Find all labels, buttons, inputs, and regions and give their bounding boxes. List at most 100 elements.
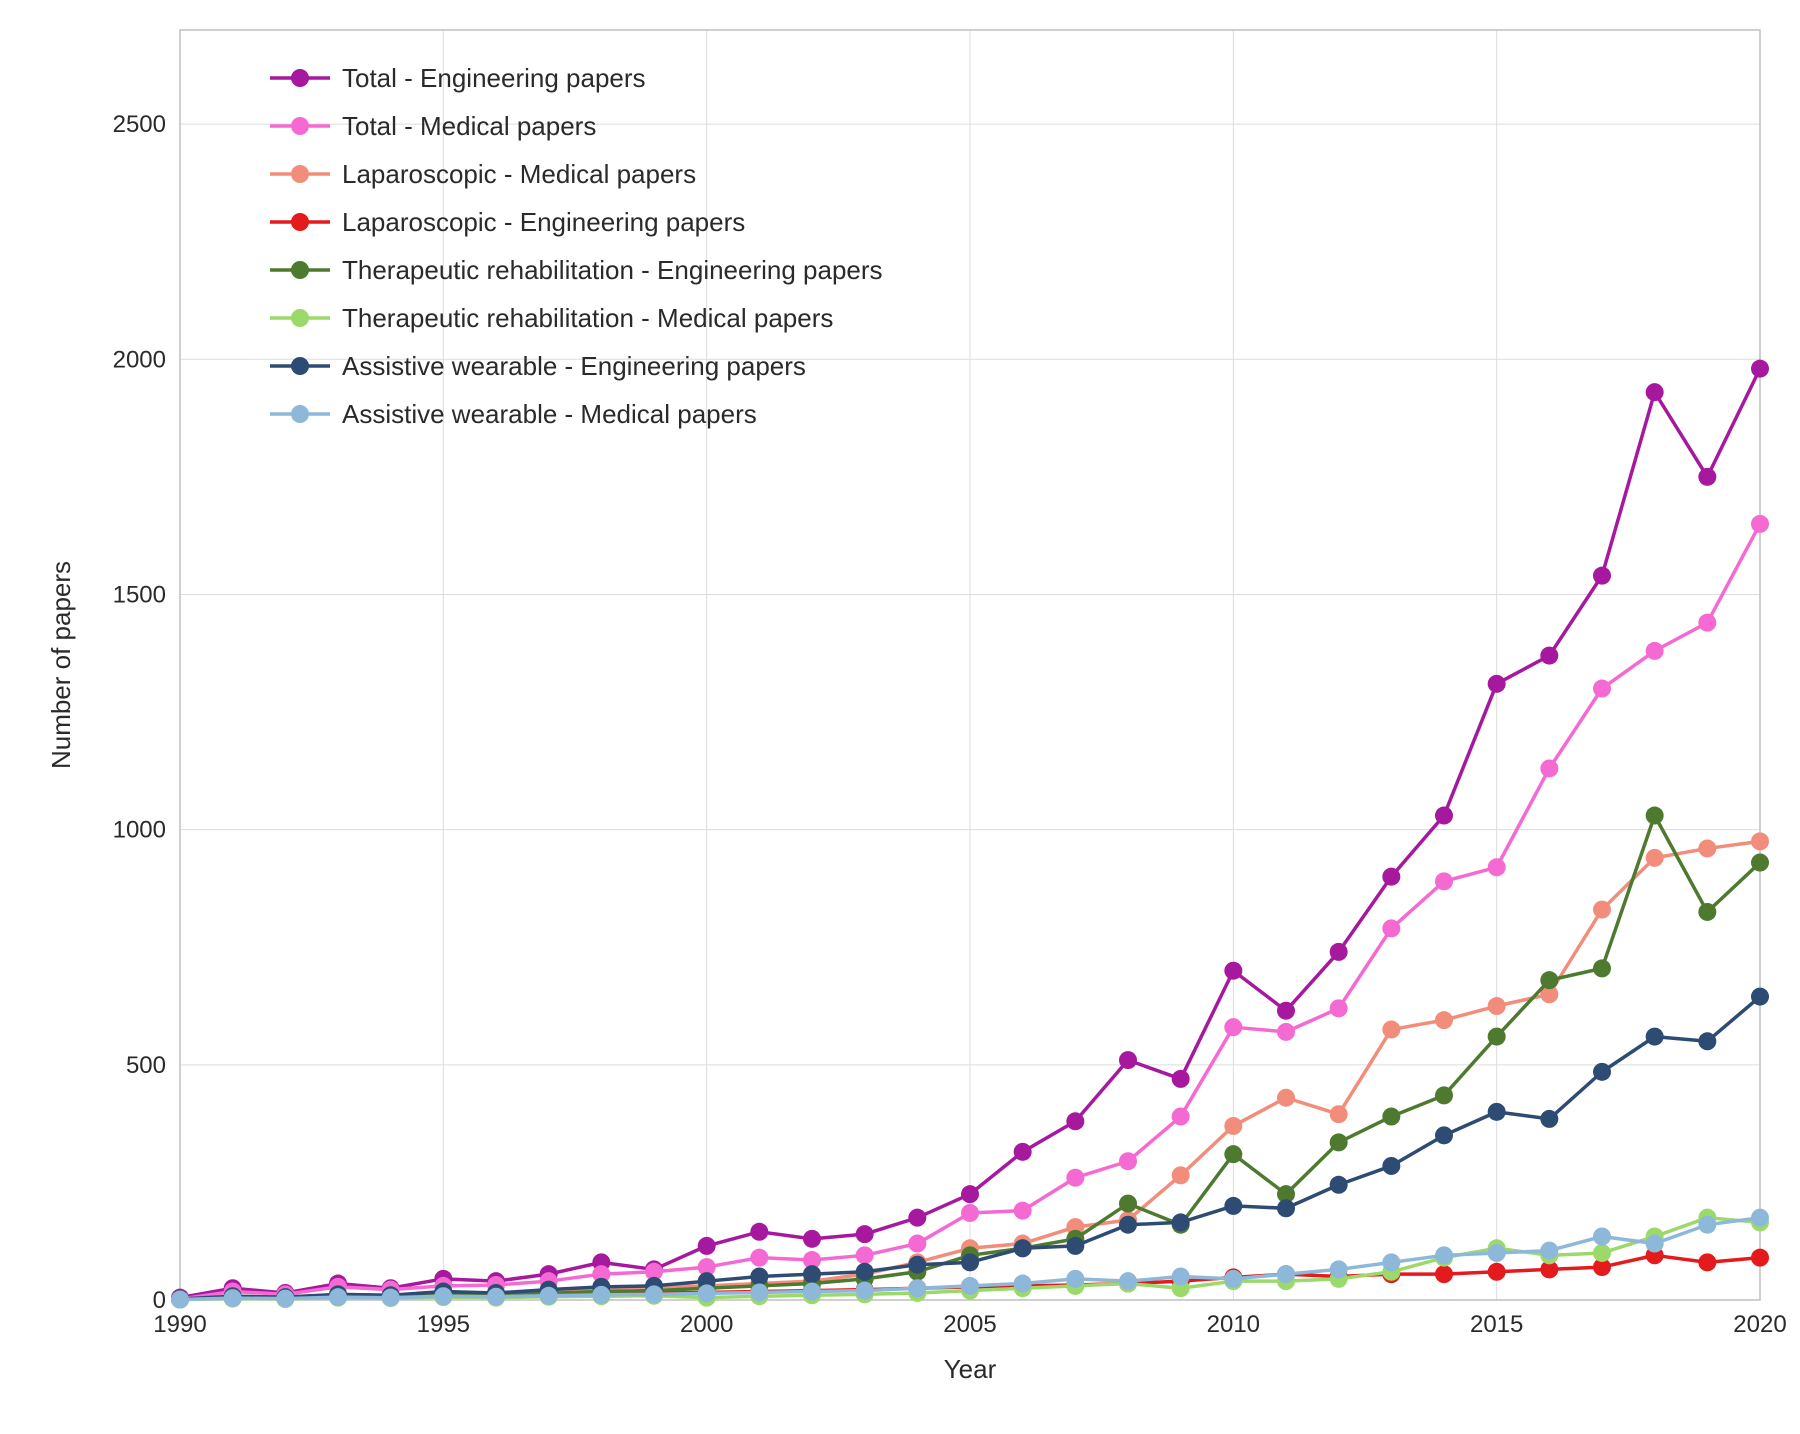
series-marker: [1540, 647, 1558, 665]
series-marker: [1593, 680, 1611, 698]
x-tick-label: 1995: [417, 1311, 470, 1338]
series-marker: [382, 1289, 400, 1307]
legend-label: Assistive wearable - Engineering papers: [342, 351, 806, 381]
series-marker: [856, 1263, 874, 1281]
series-marker: [1488, 1103, 1506, 1121]
series-marker: [803, 1230, 821, 1248]
series-marker: [1224, 1018, 1242, 1036]
series-marker: [1435, 807, 1453, 825]
series-marker: [1751, 515, 1769, 533]
legend-label: Total - Engineering papers: [342, 63, 646, 93]
series-marker: [487, 1288, 505, 1306]
x-tick-label: 2005: [943, 1311, 996, 1338]
series-marker: [1751, 854, 1769, 872]
series-marker: [1277, 1002, 1295, 1020]
series-marker: [961, 1277, 979, 1295]
series-marker: [1277, 1023, 1295, 1041]
series-marker: [750, 1267, 768, 1285]
series-marker: [803, 1265, 821, 1283]
series-marker: [908, 1256, 926, 1274]
legend-marker: [291, 213, 309, 231]
line-chart: 1990199520002005201020152020Year05001000…: [0, 0, 1800, 1434]
series-marker: [1330, 943, 1348, 961]
series-marker: [1698, 839, 1716, 857]
series-marker: [750, 1249, 768, 1267]
series-marker: [1066, 1169, 1084, 1187]
legend-marker: [291, 261, 309, 279]
series-marker: [1751, 360, 1769, 378]
series-marker: [856, 1282, 874, 1300]
series-marker: [1593, 1228, 1611, 1246]
series-marker: [1488, 997, 1506, 1015]
legend-marker: [291, 309, 309, 327]
series-marker: [1751, 988, 1769, 1006]
series-marker: [1330, 1176, 1348, 1194]
x-tick-label: 2020: [1733, 1311, 1786, 1338]
series-marker: [1172, 1070, 1190, 1088]
series-marker: [1435, 1265, 1453, 1283]
series-marker: [1014, 1202, 1032, 1220]
series-marker: [1014, 1275, 1032, 1293]
x-tick-label: 2000: [680, 1311, 733, 1338]
series-marker: [1646, 642, 1664, 660]
series-marker: [1488, 858, 1506, 876]
series-marker: [1119, 1051, 1137, 1069]
series-marker: [1330, 1133, 1348, 1151]
series-marker: [1488, 1028, 1506, 1046]
series-marker: [750, 1283, 768, 1301]
series-marker: [1382, 868, 1400, 886]
series-marker: [1698, 468, 1716, 486]
series-marker: [1435, 872, 1453, 890]
y-tick-label: 2000: [113, 346, 166, 373]
series-marker: [1172, 1108, 1190, 1126]
series-marker: [1593, 959, 1611, 977]
series-marker: [434, 1287, 452, 1305]
series-marker: [1488, 1263, 1506, 1281]
series-marker: [1646, 1028, 1664, 1046]
series-marker: [908, 1209, 926, 1227]
legend-marker: [291, 69, 309, 87]
series-marker: [698, 1284, 716, 1302]
series-marker: [1119, 1152, 1137, 1170]
series-marker: [1224, 1197, 1242, 1215]
series-marker: [1119, 1195, 1137, 1213]
legend-marker: [291, 405, 309, 423]
series-marker: [329, 1288, 347, 1306]
series-marker: [698, 1237, 716, 1255]
series-marker: [1172, 1267, 1190, 1285]
series-marker: [1224, 1145, 1242, 1163]
y-axis-label: Number of papers: [46, 561, 76, 769]
series-marker: [1277, 1089, 1295, 1107]
series-marker: [1646, 383, 1664, 401]
series-marker: [1646, 849, 1664, 867]
series-marker: [1540, 971, 1558, 989]
series-marker: [1330, 1105, 1348, 1123]
series-marker: [1066, 1237, 1084, 1255]
y-tick-label: 500: [126, 1052, 166, 1079]
series-marker: [1540, 1110, 1558, 1128]
series-marker: [961, 1185, 979, 1203]
series-marker: [1698, 1032, 1716, 1050]
series-marker: [1698, 1253, 1716, 1271]
legend-marker: [291, 357, 309, 375]
x-tick-label: 2010: [1207, 1311, 1260, 1338]
legend-label: Therapeutic rehabilitation - Engineering…: [342, 255, 883, 285]
series-marker: [1488, 675, 1506, 693]
series-marker: [1382, 1108, 1400, 1126]
legend-label: Therapeutic rehabilitation - Medical pap…: [342, 303, 833, 333]
series-marker: [1382, 919, 1400, 937]
legend-label: Total - Medical papers: [342, 111, 596, 141]
series-marker: [1593, 567, 1611, 585]
series-marker: [856, 1225, 874, 1243]
series-marker: [1382, 1253, 1400, 1271]
series-marker: [908, 1279, 926, 1297]
series-marker: [1277, 1265, 1295, 1283]
series-marker: [1277, 1199, 1295, 1217]
y-tick-label: 2500: [113, 111, 166, 138]
series-marker: [1224, 1270, 1242, 1288]
series-marker: [1382, 1021, 1400, 1039]
series-marker: [1330, 999, 1348, 1017]
series-marker: [1014, 1239, 1032, 1257]
series-marker: [1751, 832, 1769, 850]
series-marker: [961, 1253, 979, 1271]
